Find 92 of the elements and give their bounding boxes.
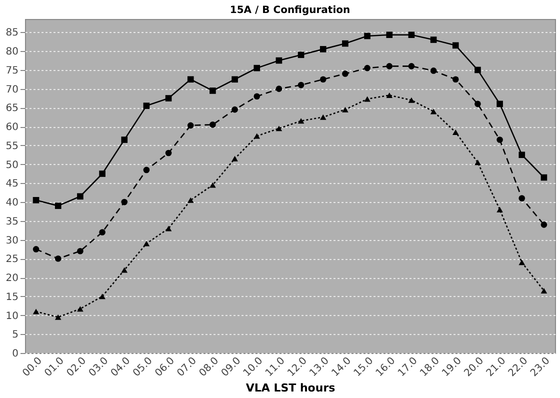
y-tick-label: 50: [6, 160, 18, 171]
point: [276, 57, 282, 64]
point: [54, 255, 62, 262]
point: [540, 174, 548, 181]
y-tick-label: 40: [6, 198, 18, 209]
point: [298, 82, 304, 88]
point: [254, 93, 260, 100]
point: [386, 92, 393, 98]
point: [32, 246, 40, 252]
y-tick-label: 15: [6, 292, 18, 303]
point: [496, 100, 503, 108]
chart-title: 15A / B Configuration: [230, 5, 350, 16]
y-tick-label: 85: [6, 28, 18, 39]
point: [320, 114, 326, 120]
point: [99, 229, 106, 236]
point: [518, 152, 526, 158]
y-tick-label: 10: [6, 310, 18, 322]
point: [99, 170, 106, 177]
point: [276, 86, 282, 92]
point: [364, 32, 370, 40]
point: [165, 150, 172, 156]
point: [232, 76, 238, 83]
point: [364, 96, 370, 102]
point: [474, 100, 481, 108]
point: [165, 226, 172, 232]
point: [54, 202, 62, 209]
point: [496, 206, 503, 212]
point: [143, 240, 150, 246]
y-tick-label: 5: [12, 330, 18, 341]
point: [121, 136, 128, 143]
point: [496, 136, 503, 143]
point: [518, 195, 526, 202]
point: [254, 133, 260, 139]
point: [540, 222, 548, 228]
point: [474, 160, 481, 166]
point: [342, 106, 348, 112]
y-tick-label: 25: [6, 254, 18, 266]
y-tick-label: 35: [6, 216, 18, 228]
point: [32, 196, 40, 204]
point: [430, 36, 437, 43]
point: [342, 70, 348, 77]
y-tick-label: 75: [6, 65, 18, 76]
point: [165, 95, 172, 102]
point: [408, 97, 415, 103]
point: [254, 64, 260, 72]
point: [77, 306, 84, 312]
y-tick-label: 20: [6, 273, 18, 284]
point: [452, 42, 459, 49]
point: [210, 122, 216, 128]
point: [187, 76, 194, 83]
point: [121, 267, 128, 273]
point: [452, 129, 459, 135]
point: [320, 76, 326, 83]
point: [386, 32, 393, 38]
point: [430, 108, 437, 114]
y-tick-label: 55: [6, 140, 18, 152]
y-tick-label: 80: [6, 46, 18, 58]
y-tick-label: 70: [6, 84, 18, 96]
point: [408, 63, 415, 70]
point: [187, 122, 194, 129]
point: [298, 118, 304, 124]
point: [386, 63, 393, 70]
y-tick-label: 60: [6, 122, 18, 134]
point: [210, 88, 216, 94]
point: [540, 288, 548, 294]
point: [32, 308, 40, 314]
point: [77, 248, 84, 254]
point: [232, 156, 238, 162]
point: [342, 40, 348, 47]
point: [210, 182, 216, 188]
point: [452, 76, 459, 83]
point: [143, 102, 150, 109]
y-tick-label: 65: [6, 103, 18, 114]
point: [474, 66, 481, 74]
point: [320, 46, 326, 52]
point: [143, 166, 150, 174]
point: [408, 32, 415, 38]
point: [121, 198, 128, 206]
x-axis-title: VLA LST hours: [246, 381, 336, 394]
point: [77, 193, 84, 200]
point: [364, 64, 370, 72]
y-tick-label: 45: [6, 178, 18, 190]
point: [518, 260, 526, 266]
point: [99, 294, 106, 300]
point: [54, 314, 62, 320]
point: [232, 106, 238, 113]
y-tick-label: 30: [6, 235, 18, 246]
point: [276, 126, 282, 132]
point: [187, 197, 194, 203]
point: [298, 52, 304, 58]
y-tick-label: 0: [12, 348, 18, 360]
point: [430, 68, 437, 74]
